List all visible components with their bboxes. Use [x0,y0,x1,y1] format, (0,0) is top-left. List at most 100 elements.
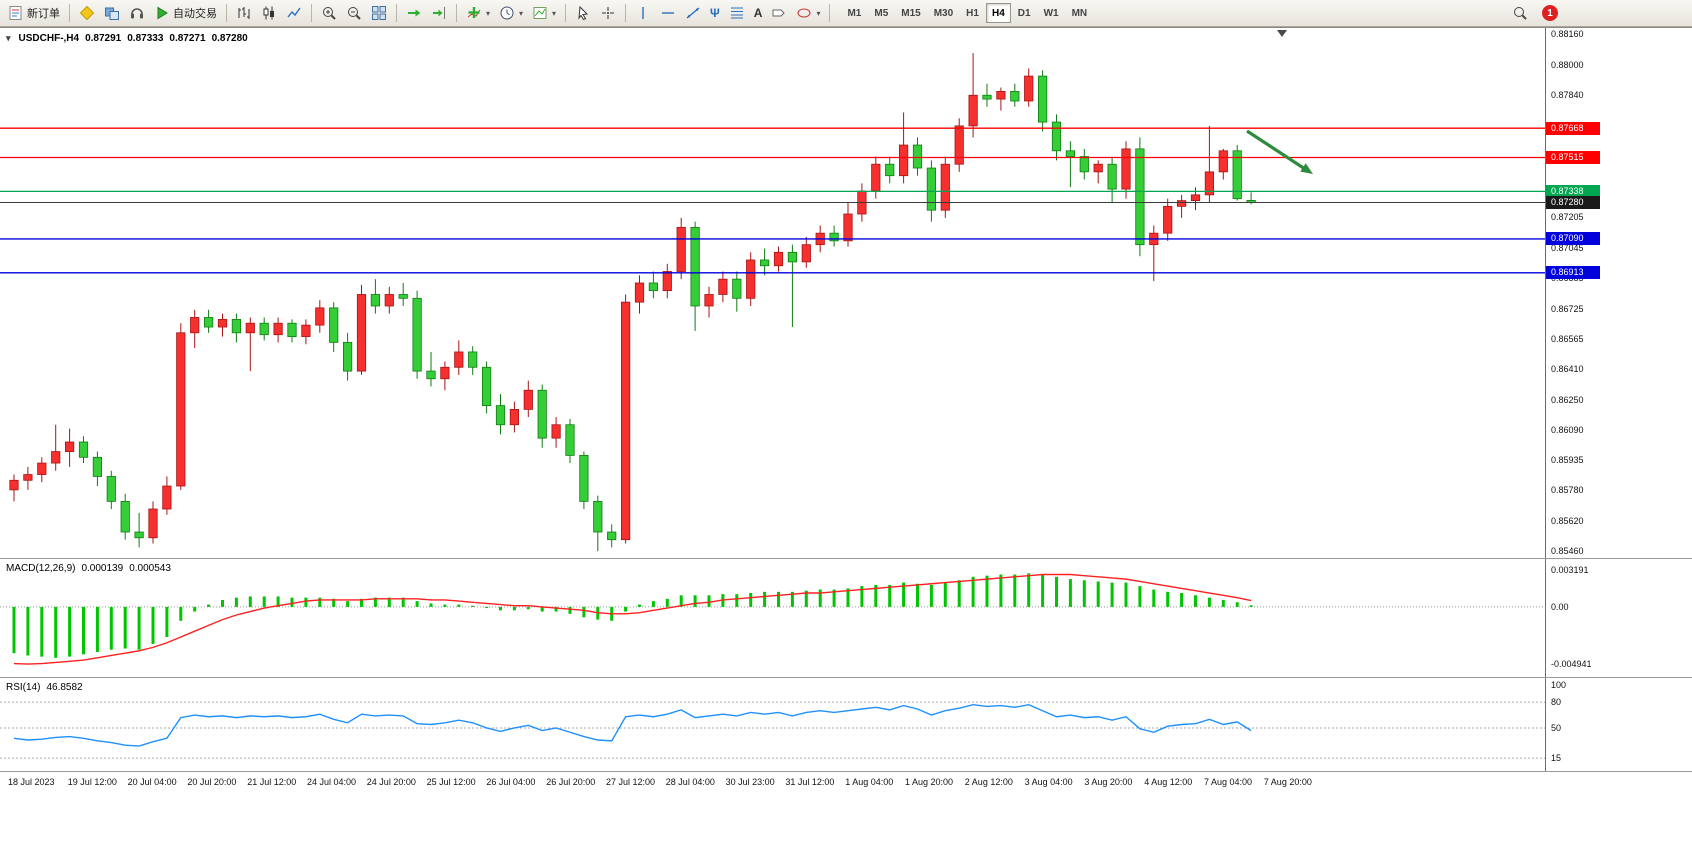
new-order-icon [8,5,24,21]
price-axis[interactable]: 0.88160 0.88000 0.87840 0.87205 0.87045 … [1545,28,1692,798]
price-axis-label: 0.88000 [1551,59,1584,70]
toolbar: 新订单 自动交易 ▾ ▾ [0,0,1692,27]
new-order-button[interactable]: 新订单 [4,2,64,24]
price-badge[interactable]: 0.87090 [1546,232,1600,246]
bar-chart-button[interactable] [232,2,256,24]
chart-shift-button[interactable] [427,2,451,24]
search-button[interactable] [1508,2,1532,24]
autotrading-button[interactable]: 自动交易 [150,2,221,24]
shapes-button[interactable]: ▾ [792,2,824,24]
price-axis-label: 0.86250 [1551,394,1584,405]
time-axis-label: 20 Jul 20:00 [187,777,237,787]
profiles-icon [104,5,120,21]
price-badge[interactable]: 0.86913 [1546,266,1600,280]
autotrading-play-icon [154,5,170,21]
timeframe-mn-button[interactable]: MN [1066,3,1094,23]
metaeditor-button[interactable] [75,2,99,24]
rsi-chart[interactable] [0,678,1545,771]
horizontal-line-button[interactable] [656,2,680,24]
macd-chart[interactable] [0,559,1545,677]
current-price-badge[interactable]: 0.87280 [1546,196,1600,210]
rsi-label: RSI(14) [6,682,41,693]
time-axis-label: 1 Aug 04:00 [845,777,894,787]
timeframe-m30-button[interactable]: M30 [928,3,959,23]
tile-windows-button[interactable] [367,2,391,24]
zoom-out-button[interactable] [342,2,366,24]
price-badge[interactable]: 0.87338 [1546,184,1600,198]
rsi-line [13,703,1252,747]
timeframe-h4-button[interactable]: H4 [985,3,1011,23]
price-badge[interactable]: 0.87668 [1546,121,1600,135]
line-chart-button[interactable] [282,2,306,24]
zoom-in-button[interactable] [317,2,341,24]
dropdown-arrow-icon: ▾ [552,8,557,18]
macd-main-value: 0.000139 [81,563,124,574]
profiles-button[interactable] [100,2,124,24]
trendline-button[interactable] [681,2,705,24]
chart-shift-marker-icon [1277,30,1287,37]
macd-signal-value: 0.000543 [129,563,171,574]
price-badge[interactable]: 0.87515 [1546,151,1600,164]
timeframe-m1-button[interactable]: M1 [841,3,867,23]
metaeditor-icon [79,5,95,21]
time-axis-label: 21 Jul 12:00 [247,777,297,787]
vertical-line-button[interactable] [631,2,655,24]
dropdown-arrow-icon: ▾ [519,8,524,18]
time-axis-label: 26 Jul 04:00 [486,777,536,787]
trend-arrow[interactable] [1246,129,1306,171]
chart-title-line: ▾ USDCHF-,H4 0.87291 0.87333 0.87271 0.8… [6,33,248,44]
notification-badge[interactable]: 1 [1542,5,1558,21]
toolbar-right: 1 [1508,2,1558,24]
chart-menu-toggle-icon[interactable]: ▾ [6,33,11,43]
zoom-in-icon [321,5,337,21]
timeframe-m15-button[interactable]: M15 [895,3,926,23]
time-axis[interactable]: 18 Jul 2023 19 Jul 12:00 20 Jul 04:00 20… [0,772,1692,798]
shapes-icon [796,5,812,21]
price-axis-label: 0.87205 [1551,211,1584,222]
line-chart-icon [286,5,302,21]
fibonacci-button[interactable] [725,2,749,24]
time-axis-separator [0,771,1692,772]
text-button[interactable]: A [750,2,767,24]
candlestick-chart-button[interactable] [257,2,281,24]
macd-axis-label: 0.003191 [1551,564,1589,575]
bar-chart-icon [236,5,252,21]
dropdown-arrow-icon: ▾ [816,8,821,18]
price-axis-label: 0.87045 [1551,242,1584,253]
pane-separator[interactable] [0,677,1692,678]
time-axis-label: 1 Aug 20:00 [905,777,954,787]
templates-icon [532,5,548,21]
toolbar-separator [565,4,567,22]
price-axis-label: 0.87840 [1551,90,1584,101]
time-axis-label: 26 Jul 20:00 [546,777,596,787]
rsi-axis-label: 100 [1551,679,1567,690]
price-axis-label: 0.88160 [1551,28,1584,39]
community-button[interactable] [125,2,149,24]
pane-separator[interactable] [0,558,1692,559]
auto-scroll-button[interactable] [402,2,426,24]
horizontal-line-icon [660,5,676,21]
macd-axis-label: -0.004941 [1551,659,1592,670]
price-axis-label: 0.85935 [1551,455,1584,466]
rsi-axis-label: 50 [1551,722,1562,733]
trend-arrow-head[interactable] [1300,163,1313,174]
price-axis-label: 0.86565 [1551,334,1584,345]
timeframe-h1-button[interactable]: H1 [960,3,985,23]
rsi-title-line: RSI(14) 46.8582 [6,682,83,693]
vertical-line-icon [635,5,651,21]
periods-button[interactable]: ▾ [495,2,527,24]
cursor-button[interactable] [571,2,595,24]
main-chart[interactable] [0,28,1545,558]
templates-button[interactable]: ▾ [528,2,560,24]
timeframe-m5-button[interactable]: M5 [868,3,894,23]
tile-windows-icon [371,5,387,21]
timeframe-w1-button[interactable]: W1 [1038,3,1065,23]
timeframe-d1-button[interactable]: D1 [1012,3,1037,23]
price-axis-label: 0.86090 [1551,425,1584,436]
crosshair-button[interactable] [596,2,620,24]
timeframe-group: M1 M5 M15 M30 H1 H4 D1 W1 MN [841,3,1093,23]
pitchfork-button[interactable]: Ψ [706,2,724,24]
pitchfork-icon: Ψ [710,6,720,20]
label-button[interactable] [767,2,791,24]
indicators-button[interactable]: ▾ [462,2,494,24]
